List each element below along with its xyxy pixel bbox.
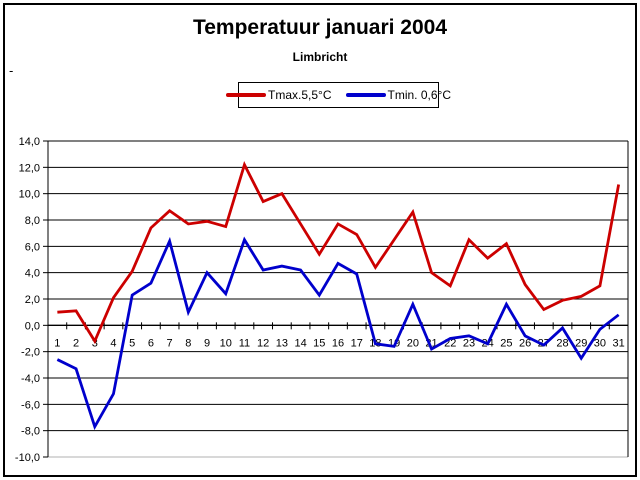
legend: Tmax.5,5°C Tmin. 0,6°C <box>226 82 451 108</box>
tmin-line-swatch <box>345 93 386 97</box>
y-tick-label: 0,0 <box>25 320 40 332</box>
chart-title: Temperatuur januari 2004 <box>192 16 448 39</box>
y-tick-label: -10,0 <box>15 452 40 464</box>
x-tick-label: 26 <box>519 337 531 349</box>
tmin-legend-label: Tmin. 0,6°C <box>387 88 451 102</box>
legend-item-tmax: Tmax.5,5°C <box>226 88 332 102</box>
x-tick-label: 14 <box>294 337 306 349</box>
x-tick-label: 25 <box>500 337 512 349</box>
y-tick-label: 14,0 <box>19 136 40 148</box>
x-tick-label: 13 <box>276 337 288 349</box>
x-tick-label: 6 <box>148 337 154 349</box>
x-tick-label: 23 <box>463 337 475 349</box>
x-tick-label: 2 <box>73 337 79 349</box>
y-tick-label: 2,0 <box>25 294 40 306</box>
tmax-line-swatch <box>226 93 267 97</box>
x-tick-label: 12 <box>257 337 269 349</box>
y-tick-label: 10,0 <box>19 189 40 201</box>
x-tick-label: 29 <box>575 337 587 349</box>
y-tick-label: -6,0 <box>21 399 40 411</box>
tmax-legend-label: Tmax.5,5°C <box>268 88 332 102</box>
x-tick-label: 4 <box>110 337 116 349</box>
tmin-line <box>56 236 620 431</box>
x-tick-label: 10 <box>220 337 232 349</box>
y-tick-label: -4,0 <box>21 373 40 385</box>
x-tick-label: 1 <box>54 337 60 349</box>
x-tick-label: 30 <box>594 337 606 349</box>
x-tick-label: 11 <box>239 337 250 349</box>
x-tick-label: 28 <box>556 337 568 349</box>
x-tick-label: 8 <box>185 337 191 349</box>
legend-item-tmin: Tmin. 0,6°C <box>345 88 451 102</box>
x-tick-label: 20 <box>407 337 419 349</box>
x-tick-label: 31 <box>613 337 625 349</box>
y-tick-label: -2,0 <box>21 347 40 359</box>
x-tick-label: 9 <box>204 337 210 349</box>
x-tick-label: 7 <box>167 337 173 349</box>
x-tick-label: 15 <box>313 337 325 349</box>
tmax-line <box>57 160 621 345</box>
x-tick-label: 5 <box>129 337 135 349</box>
y-tick-label: 6,0 <box>25 241 40 253</box>
y-tick-label: 4,0 <box>25 268 40 280</box>
x-tick-label: 16 <box>332 337 344 349</box>
x-tick-label: 17 <box>351 337 363 349</box>
y-tick-label: -8,0 <box>21 426 40 438</box>
stray-dash: - <box>9 63 14 78</box>
y-tick-label: 12,0 <box>19 162 40 174</box>
y-tick-label: 8,0 <box>25 215 40 227</box>
chart-subtitle: Limbricht <box>292 50 348 64</box>
